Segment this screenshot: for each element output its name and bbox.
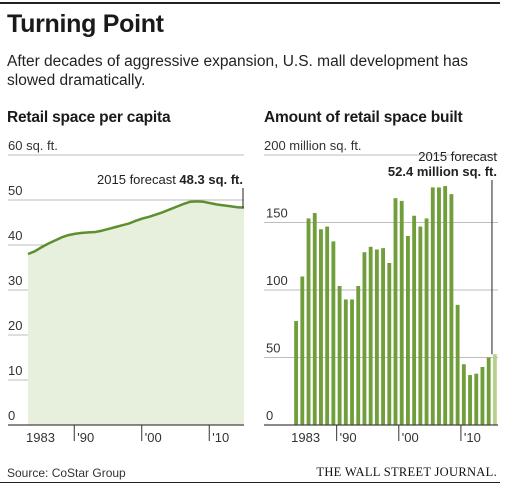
bar-1992 (350, 299, 354, 425)
bar-2011 (468, 375, 472, 425)
left-annotation-value: 48.3 sq. ft. (179, 172, 243, 187)
publisher-credit: THE WALL STREET JOURNAL. (316, 465, 497, 479)
left-chart-title: Retail space per capita (7, 109, 171, 126)
bar-1990 (337, 285, 342, 425)
bar-1987 (319, 229, 323, 425)
bar-2001 (406, 236, 410, 425)
bar-1985 (306, 218, 311, 425)
bar-2004 (424, 218, 429, 425)
right-ytick-label: 150 (266, 206, 288, 221)
bar-1991 (343, 299, 348, 425)
source-note: Source: CoStar Group (7, 466, 126, 480)
right-xtick-label: '10 (464, 430, 481, 445)
right-ytick-label: 50 (266, 341, 280, 356)
bar-2009 (455, 304, 460, 425)
right-annotation-text: 2015 forecast (418, 149, 497, 164)
left-ytick-label: 0 (8, 408, 15, 423)
left-annotation-text: 2015 forecast (97, 172, 179, 187)
bar-1993 (356, 285, 361, 425)
left-area-fill (28, 201, 244, 425)
left-ytick-label: 20 (8, 318, 22, 333)
bar-1999 (393, 198, 398, 425)
bar-2000 (399, 200, 404, 425)
bar-2002 (412, 215, 417, 425)
right-xtick-label: '00 (402, 430, 419, 445)
left-ytick-label: 40 (8, 228, 22, 243)
left-xtick-label: 1983 (26, 430, 55, 445)
left-ytick-label: 30 (8, 273, 22, 288)
left-unit-label: 60 sq. ft. (8, 138, 58, 153)
right-annotation-value: 52.4 million sq. ft. (388, 164, 497, 179)
left-xtick-label: '90 (77, 430, 94, 445)
right-xtick-label: '90 (340, 430, 357, 445)
bar-1984 (300, 276, 305, 425)
bar-1989 (331, 241, 336, 425)
bar-2003 (418, 226, 423, 425)
page-title: Turning Point (7, 10, 164, 38)
left-series-line (27, 200, 245, 256)
left-xtick-label: '00 (145, 430, 162, 445)
bar-1998 (387, 263, 392, 425)
top-rule (0, 2, 500, 4)
bar-2013 (480, 366, 485, 425)
bar-1988 (325, 226, 330, 425)
page-subtitle: After decades of aggressive expansion, U… (7, 53, 468, 89)
bar-1994 (362, 252, 367, 425)
left-ytick-label: 50 (8, 183, 22, 198)
right-ytick-label: 100 (266, 273, 288, 288)
right-ytick-label: 0 (266, 408, 273, 423)
bar-1986 (312, 213, 317, 425)
bar-1996 (374, 249, 379, 425)
bar-1997 (381, 248, 385, 425)
bar-2006 (437, 187, 441, 425)
left-annotation: 2015 forecast 48.3 sq. ft. (97, 172, 243, 187)
bottom-rule (0, 482, 500, 483)
bar-2014 (486, 357, 491, 425)
right-xtick-label: 1983 (291, 430, 320, 445)
bar-2010 (461, 364, 466, 425)
right-unit-label: 200 million sq. ft. (264, 138, 362, 153)
left-ytick-label: 10 (8, 363, 22, 378)
bar-2015 (492, 354, 497, 425)
bar-2012 (474, 373, 479, 425)
bar-2005 (430, 187, 435, 425)
bar-1995 (368, 246, 373, 425)
right-chart-title: Amount of retail space built (264, 109, 463, 126)
left-xtick-label: '10 (212, 430, 229, 445)
bar-2008 (449, 194, 454, 425)
bar-2007 (443, 186, 448, 425)
bar-1983 (294, 321, 299, 425)
